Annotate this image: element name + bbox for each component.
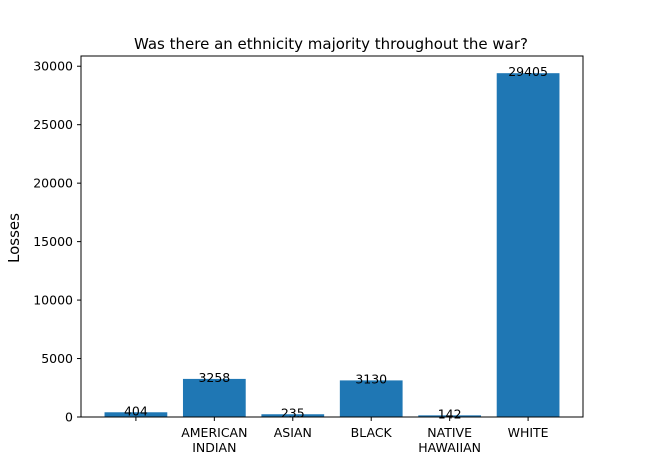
bar xyxy=(104,412,168,417)
x-tick-label: BLACK xyxy=(351,425,393,440)
y-tick-label: 20000 xyxy=(33,176,73,191)
x-tick-label: NATIVE xyxy=(427,425,472,440)
data-label: 29405 xyxy=(508,64,548,79)
x-tick-label: AMERICAN xyxy=(181,425,247,440)
x-tick-label: WHITE xyxy=(508,425,549,440)
bars xyxy=(104,73,560,418)
y-axis-label: Losses xyxy=(5,213,23,263)
data-label: 3258 xyxy=(198,370,230,385)
plot-frame xyxy=(80,55,584,418)
bar xyxy=(261,414,325,417)
data-label: 142 xyxy=(438,406,462,421)
y-tick-label: 10000 xyxy=(33,293,73,308)
bar xyxy=(339,380,403,417)
bar xyxy=(182,378,246,417)
x-tick-label: ASIAN xyxy=(274,425,312,440)
y-tick-label: 0 xyxy=(65,410,73,425)
y-tick-label: 15000 xyxy=(33,234,73,249)
bar xyxy=(496,73,560,418)
chart-title: Was there an ethnicity majority througho… xyxy=(134,35,528,53)
y-axis: 0 5000 10000 15000 20000 25000 30000 xyxy=(33,59,81,425)
y-tick-label: 25000 xyxy=(33,117,73,132)
data-label: 3130 xyxy=(355,371,387,386)
y-tick-label: 5000 xyxy=(41,351,73,366)
data-label: 404 xyxy=(124,403,148,418)
x-tick-label: INDIAN xyxy=(192,440,236,455)
bar xyxy=(418,415,482,417)
x-tick-label: HAWAIIAN xyxy=(418,440,481,455)
y-tick-label: 30000 xyxy=(33,59,73,74)
